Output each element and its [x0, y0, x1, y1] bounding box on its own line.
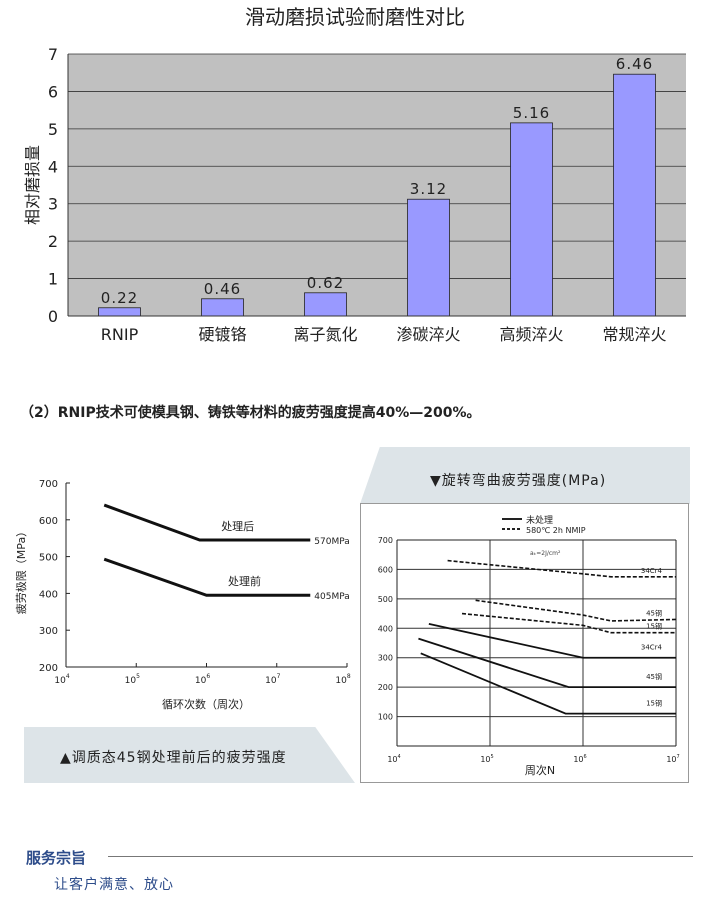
rotating-bending-frame — [360, 503, 689, 783]
x-tick-exponent: 6 — [206, 673, 210, 680]
x-axis-label: 周次N — [525, 763, 555, 777]
legend-item: 未处理 — [526, 514, 553, 526]
caption-right: ▼旋转弯曲疲劳强度(MPa) — [430, 473, 607, 489]
x-tick-label: 105 — [480, 754, 493, 764]
x-tick-exponent: 4 — [398, 754, 401, 760]
footer-divider — [108, 856, 693, 857]
data-label: 0.46 — [204, 280, 241, 298]
legend-item: 580℃ 2h NMIP — [526, 526, 586, 535]
series-line — [475, 599, 677, 622]
x-tick-exponent: 6 — [584, 754, 587, 760]
footer-subtitle: 让客户满意、放心 — [54, 877, 174, 893]
data-label: 0.22 — [101, 289, 138, 307]
chart-title: 滑动磨损试验耐磨性对比 — [245, 5, 465, 29]
series-line — [461, 612, 676, 634]
x-tick-label: 硬镀铬 — [198, 325, 246, 344]
y-tick-label: 400 — [39, 589, 58, 600]
caption-left: ▲调质态45钢处理前后的疲劳强度 — [60, 750, 287, 766]
y-axis-label: 相对磨损量 — [23, 145, 42, 225]
series-line — [420, 652, 676, 715]
y-tick-label: 2 — [48, 232, 58, 251]
series-line — [418, 637, 676, 689]
series-line — [103, 557, 311, 597]
wear-bar-chart: 滑动磨损试验耐磨性对比 0.22 0.46 0.62 3.12 5.16 6.46 0 1 2… — [23, 5, 686, 344]
data-label: 0.62 — [307, 274, 344, 292]
y-tick-label: 5 — [48, 120, 58, 139]
bar — [407, 198, 450, 317]
annotation: aₖ=2J/cm² — [530, 550, 561, 557]
bar — [304, 292, 347, 317]
rotating-bending-chart: 100 200 300 400 500 600 700 104 105 106 107 34Cr4 4… — [378, 514, 680, 777]
series-line — [428, 622, 676, 659]
x-tick-label: 106 — [195, 673, 210, 686]
series-label: 处理后 — [221, 520, 254, 533]
x-tick-label: 107 — [265, 673, 280, 686]
section-heading: （2）RNIP技术可使模具钢、铸铁等材料的疲劳强度提高40%—200%。 — [20, 405, 481, 421]
y-tick-label: 500 — [378, 595, 393, 604]
footer-title: 服务宗旨 — [26, 849, 87, 867]
y-tick-label: 4 — [48, 157, 58, 176]
x-tick-label: 渗碳淬火 — [396, 325, 460, 344]
x-tick-label: 107 — [666, 754, 679, 764]
legend: 未处理 580℃ 2h NMIP — [502, 514, 586, 535]
x-tick-label: RNIP — [101, 325, 139, 344]
end-label: 405MPa — [314, 592, 349, 602]
series-label: 15钢 — [646, 699, 662, 708]
series-label: 34Cr4 — [641, 644, 663, 652]
series-label: 45钢 — [646, 608, 662, 617]
series-label: 处理前 — [228, 574, 261, 588]
data-label: 5.16 — [513, 104, 550, 122]
end-label: 570MPa — [314, 537, 349, 547]
x-tick-exponent: 8 — [347, 673, 351, 680]
plot-area — [68, 54, 686, 316]
caption-banner-left — [24, 727, 355, 783]
x-tick-label: 105 — [125, 673, 140, 686]
y-tick-label: 1 — [48, 270, 58, 289]
bar — [98, 307, 141, 317]
x-tick-exponent: 7 — [277, 673, 281, 680]
bar — [613, 73, 656, 317]
y-tick-label: 200 — [39, 663, 58, 674]
series-line — [103, 503, 311, 542]
y-tick-label: 700 — [378, 536, 393, 545]
y-tick-label: 600 — [39, 516, 58, 527]
caption-banner-right — [360, 447, 690, 504]
x-tick-exponent: 5 — [136, 673, 140, 680]
x-tick-label: 106 — [573, 754, 586, 764]
x-tick-label: 104 — [387, 754, 400, 764]
x-tick-exponent: 4 — [66, 673, 70, 680]
series-line — [447, 559, 676, 578]
data-label: 6.46 — [616, 55, 653, 73]
x-tick-label: 离子氮化 — [293, 325, 357, 344]
series-label: 45钢 — [646, 672, 662, 681]
y-tick-label: 600 — [378, 565, 393, 574]
y-tick-label: 6 — [48, 82, 58, 101]
series-label: 15钢 — [646, 622, 662, 631]
y-tick-label: 500 — [39, 553, 58, 564]
y-tick-label: 7 — [48, 45, 58, 64]
bar — [510, 122, 553, 317]
y-tick-label: 700 — [39, 479, 58, 490]
fatigue-limit-chart: 200 300 400 500 600 700 104 105 106 107 108 处理后 570… — [14, 479, 351, 711]
x-tick-exponent: 5 — [491, 754, 494, 760]
y-tick-label: 400 — [378, 624, 393, 633]
series-label: 34Cr4 — [641, 567, 663, 575]
bar — [201, 298, 244, 317]
y-tick-label: 300 — [39, 626, 58, 637]
y-tick-label: 3 — [48, 195, 58, 214]
y-axis-label: 疲劳极限（MPa） — [14, 526, 28, 614]
x-tick-label: 常规淬火 — [602, 325, 666, 344]
y-tick-label: 100 — [378, 713, 393, 722]
data-label: 3.12 — [410, 180, 447, 198]
x-tick-exponent: 7 — [677, 754, 680, 760]
x-tick-label: 高频淬火 — [499, 325, 563, 344]
y-tick-label: 200 — [378, 683, 393, 692]
x-tick-label: 104 — [54, 673, 69, 686]
y-tick-label: 300 — [378, 654, 393, 663]
y-tick-label: 0 — [48, 307, 58, 326]
x-axis-label: 循环次数（周次） — [162, 697, 250, 711]
x-tick-label: 108 — [335, 673, 350, 686]
